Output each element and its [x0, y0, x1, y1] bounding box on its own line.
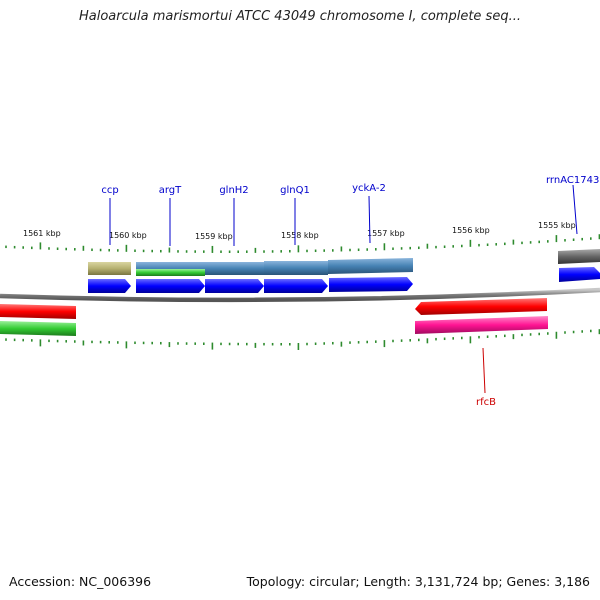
cog-feature-gray[interactable]	[558, 249, 600, 264]
gene-label-glnH2[interactable]: glnH2	[219, 185, 248, 196]
kbp-label: 1556 kbp	[452, 226, 490, 235]
accession-text: Accession: NC_006396	[9, 574, 152, 589]
gene-arrow-argT[interactable]	[136, 279, 205, 293]
cog-feature-green[interactable]	[136, 269, 205, 276]
gene-label-glnQ1[interactable]: glnQ1	[280, 185, 310, 196]
gene-arrow-ccp[interactable]	[88, 279, 131, 293]
gene-arrow-glnQ1[interactable]	[264, 279, 328, 293]
kbp-label: 1560 kbp	[109, 231, 147, 240]
cog-feature-steelblue[interactable]	[205, 262, 264, 275]
gene-arrow-left-red[interactable]	[0, 304, 76, 319]
kbp-ruler-ticks-top	[5, 234, 600, 253]
gene-label-yckA-2[interactable]: yckA-2	[352, 183, 386, 194]
cog-feature-magenta[interactable]	[415, 316, 548, 334]
cog-feature-olive[interactable]	[88, 262, 131, 275]
kbp-label: 1555 kbp	[538, 221, 576, 230]
cog-feature-green-left[interactable]	[0, 321, 76, 336]
cog-feature-steelblue[interactable]	[264, 261, 328, 275]
gene-leader-yckA-2	[368, 195, 371, 244]
chromosome-backbone	[0, 287, 600, 303]
gene-leader-rrnAC1743	[572, 184, 578, 235]
gene-label-rfcB[interactable]: rfcB	[476, 397, 496, 408]
gene-label-argT[interactable]: argT	[159, 185, 182, 196]
kbp-label: 1561 kbp	[23, 229, 61, 238]
kbp-ruler-ticks-bottom	[5, 329, 600, 350]
gene-arrow-rfcB[interactable]	[415, 298, 547, 315]
gene-leader-rfcB	[482, 347, 486, 394]
gene-arrow-glnH2[interactable]	[205, 279, 264, 293]
gene-label-rrnAC1743[interactable]: rrnAC1743	[546, 175, 599, 186]
gene-arrow-rrnAC1743[interactable]	[559, 267, 600, 282]
kbp-label: 1558 kbp	[281, 231, 319, 240]
topology-summary-text: Topology: circular; Length: 3,131,724 bp…	[246, 574, 590, 589]
gene-arrow-yckA-2[interactable]	[329, 277, 413, 292]
map-title: Haloarcula marismortui ATCC 43049 chromo…	[79, 9, 521, 24]
cog-feature-steelblue[interactable]	[328, 258, 413, 274]
kbp-label: 1557 kbp	[367, 229, 405, 238]
kbp-label: 1559 kbp	[195, 232, 233, 241]
gene-label-ccp[interactable]: ccp	[101, 185, 118, 196]
